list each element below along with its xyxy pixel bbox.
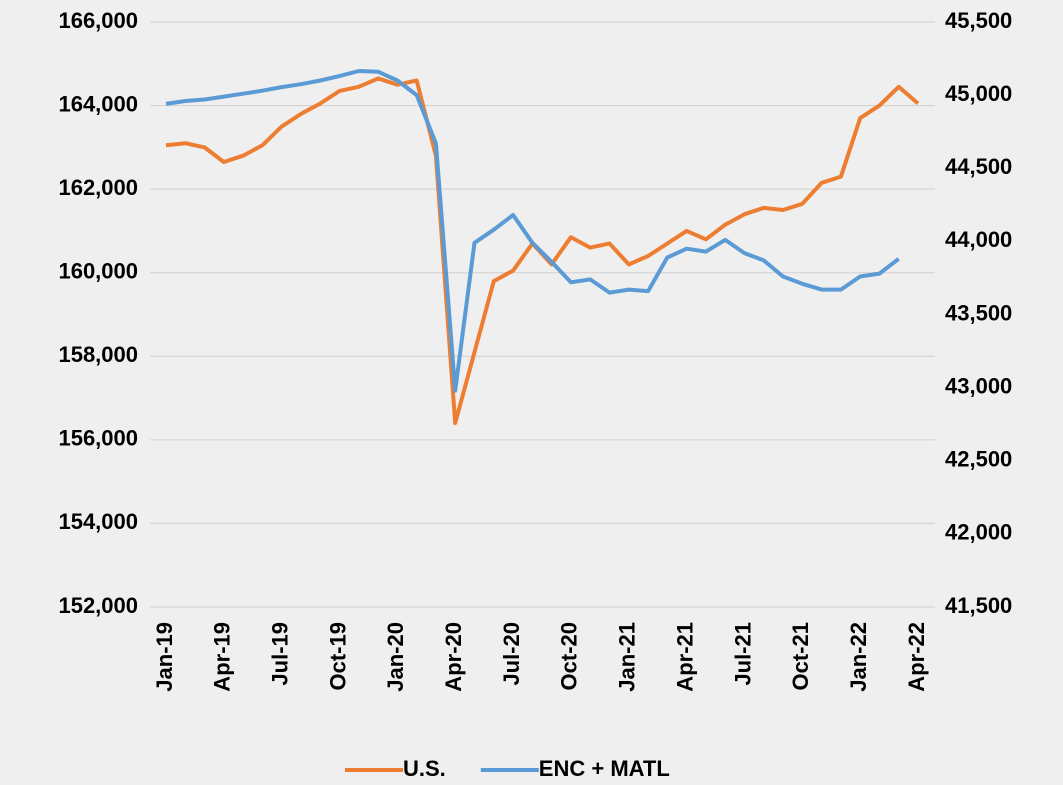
x-tick-label: Jan-21 — [615, 622, 640, 692]
y-tick-label: 152,000 — [58, 593, 138, 618]
series-line — [165, 69, 900, 393]
x-tick-label: Oct-20 — [557, 622, 582, 690]
x-tick-label: Jul-19 — [268, 622, 293, 686]
x-tick-label: Apr-20 — [441, 622, 466, 692]
y-tick-label: 160,000 — [58, 259, 138, 284]
y2-tick-label: 42,000 — [945, 520, 1012, 545]
x-tick-label: Apr-19 — [210, 622, 235, 692]
y2-tick-label: 43,000 — [945, 373, 1012, 398]
y2-tick-label: 45,000 — [945, 81, 1012, 106]
y-tick-label: 158,000 — [58, 342, 138, 367]
x-tick-label: Apr-21 — [672, 622, 697, 692]
y-tick-label: 162,000 — [58, 175, 138, 200]
y2-tick-label: 45,500 — [945, 8, 1012, 33]
y-tick-label: 154,000 — [58, 509, 138, 534]
x-tick-label: Oct-21 — [788, 622, 813, 690]
x-tick-label: Jan-19 — [152, 622, 177, 692]
x-tick-label: Apr-22 — [904, 622, 929, 692]
y-tick-label: 156,000 — [58, 426, 138, 451]
x-tick-label: Jul-20 — [499, 622, 524, 686]
y2-tick-label: 43,500 — [945, 300, 1012, 325]
y2-tick-label: 42,500 — [945, 447, 1012, 472]
x-tick-label: Oct-19 — [325, 622, 350, 690]
legend-label: ENC + MATL — [539, 756, 670, 781]
y-tick-label: 164,000 — [58, 91, 138, 116]
y2-tick-label: 41,500 — [945, 593, 1012, 618]
y2-tick-label: 44,500 — [945, 154, 1012, 179]
x-tick-label: Jan-22 — [846, 622, 871, 692]
y-tick-label: 166,000 — [58, 8, 138, 33]
x-tick-label: Jul-21 — [730, 622, 755, 686]
y2-tick-label: 44,000 — [945, 227, 1012, 252]
legend-label: U.S. — [403, 756, 446, 781]
x-tick-label: Jan-20 — [383, 622, 408, 692]
